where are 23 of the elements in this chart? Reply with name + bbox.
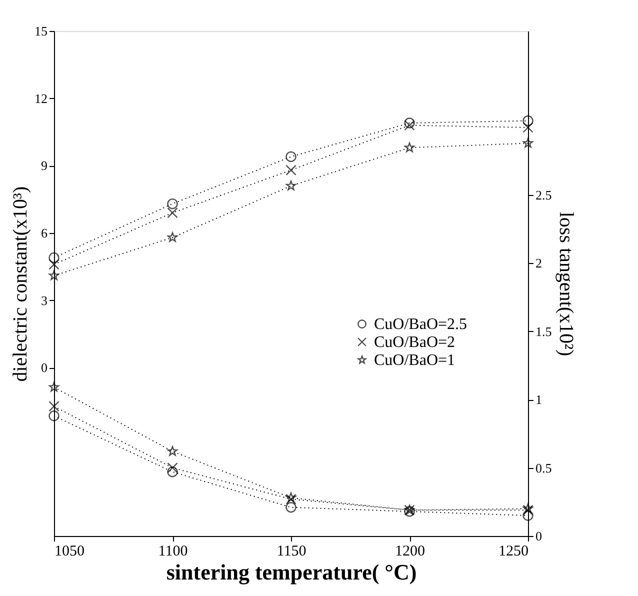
- y2-tick-label: 1.5: [536, 324, 552, 339]
- y2-axis-title: loss tangent(x10²): [554, 212, 577, 356]
- x-tick-label: 1250: [498, 544, 528, 560]
- y2-tick-label: 1: [536, 392, 542, 408]
- x-tick-label: 1050: [54, 544, 84, 560]
- legend-label: CuO/BaO=2: [374, 334, 456, 351]
- y-tick-label: 9: [41, 158, 48, 174]
- x-axis-title: sintering temperature( °C): [166, 560, 417, 584]
- y-tick-label: 6: [41, 226, 48, 240]
- y-tick-label: 0: [41, 360, 48, 376]
- y2-tick-label: 0: [536, 528, 542, 544]
- y2-tick-label: 0.5: [536, 460, 552, 476]
- y-axis-title: dielectric constant(x10³): [10, 186, 32, 382]
- x-tick-label: 1200: [395, 544, 425, 560]
- x-tick-label: 1150: [276, 544, 306, 560]
- y-tick-label: 3: [41, 292, 48, 308]
- legend-label: CuO/BaO=1: [374, 352, 456, 369]
- legend-label: CuO/BaO=2.5: [374, 316, 468, 333]
- y-tick-label: 15: [34, 24, 48, 38]
- y2-tick-label: 2: [536, 256, 542, 271]
- x-tick-label: 1100: [158, 544, 188, 560]
- y2-tick-label: 2.5: [536, 187, 552, 202]
- y-tick-label: 12: [34, 90, 48, 106]
